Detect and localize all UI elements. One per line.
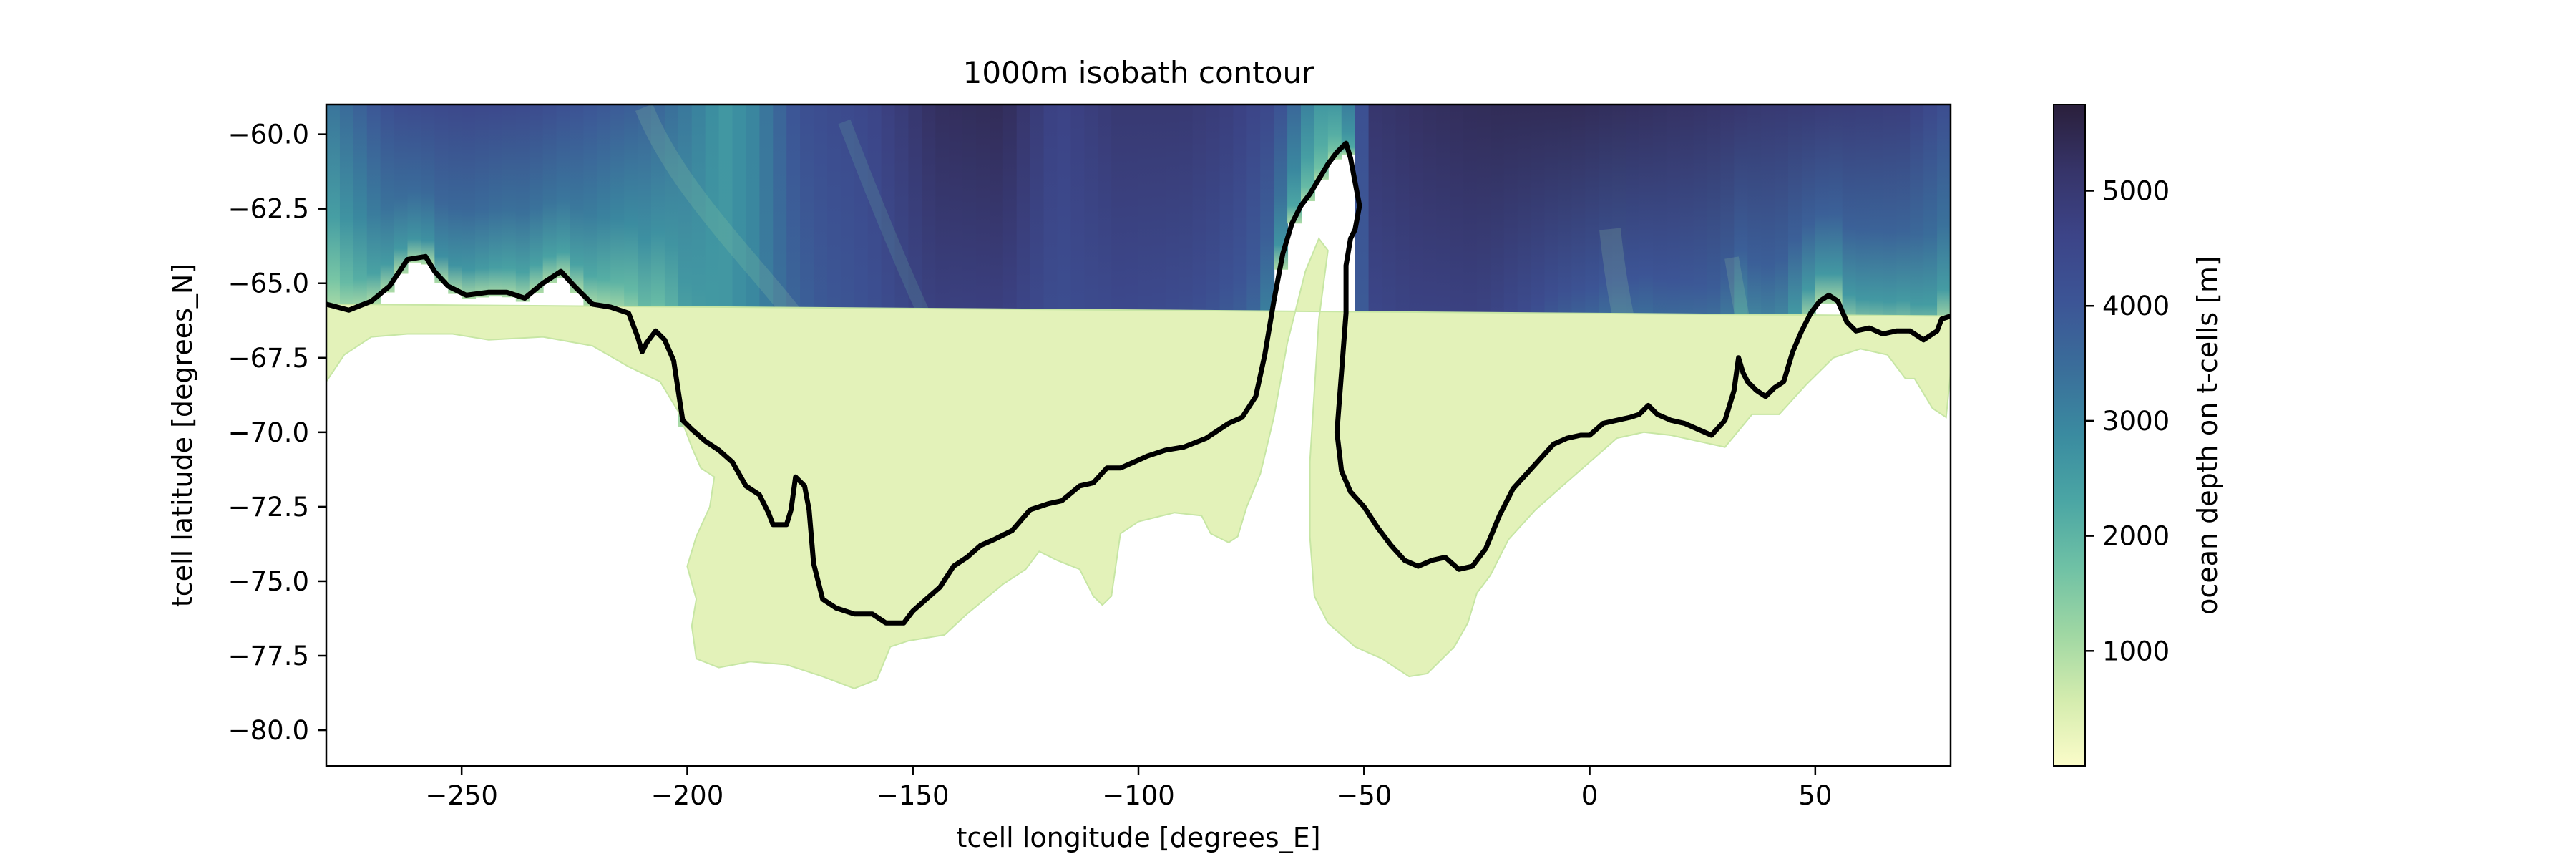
colorbar-gradient [2053,104,2086,767]
colorbar-tick-label: 1000 [2102,636,2170,666]
colorbar-tick-label: 4000 [2102,291,2170,321]
y-tick-label: −60.0 [228,120,309,150]
x-tick-label: 50 [1798,780,1832,811]
colorbar-tick-label: 5000 [2102,176,2170,207]
y-tick-label: −77.5 [228,641,309,671]
colorbar-tick-label: 3000 [2102,406,2170,437]
x-axis-label: tcell longitude [degrees_E] [956,822,1320,853]
colorbar-label: ocean depth on t-cells [m] [2192,256,2223,615]
x-tick-label: −50 [1336,780,1392,811]
y-tick-label: −72.5 [228,492,309,523]
x-tick-label: −250 [425,780,498,811]
plot-area [326,105,1951,766]
y-tick-label: −80.0 [228,715,309,746]
continental-shelf [326,237,1951,689]
y-tick-label: −67.5 [228,343,309,374]
y-tick-label: −70.0 [228,417,309,448]
x-tick-label: −150 [877,780,950,811]
y-axis-ticks: −60.0 −62.5 −65.0 −67.5 −70.0 −72.5 −75.0 −77.5… [228,120,326,746]
colorbar-tick-label: 2000 [2102,521,2170,552]
x-tick-label: 0 [1581,780,1599,811]
isobath-contour-1000m [326,140,1951,626]
colorbar-ticks: 1000 2000 3000 4000 5000 [2085,176,2170,666]
x-tick-label: −200 [651,780,724,811]
x-axis-ticks: −250 −200 −150 −100 −50 0 50 [425,766,1832,811]
colorbar: 1000 2000 3000 4000 5000 ocean depth on t-ce… [2053,104,2223,767]
y-tick-label: −65.0 [228,268,309,299]
chart-title: 1000m isobath contour [963,55,1314,90]
y-axis-label: tcell latitude [degrees_N] [167,263,198,607]
y-tick-label: −75.0 [228,566,309,597]
x-tick-label: −100 [1102,780,1175,811]
y-tick-label: −62.5 [228,194,309,225]
